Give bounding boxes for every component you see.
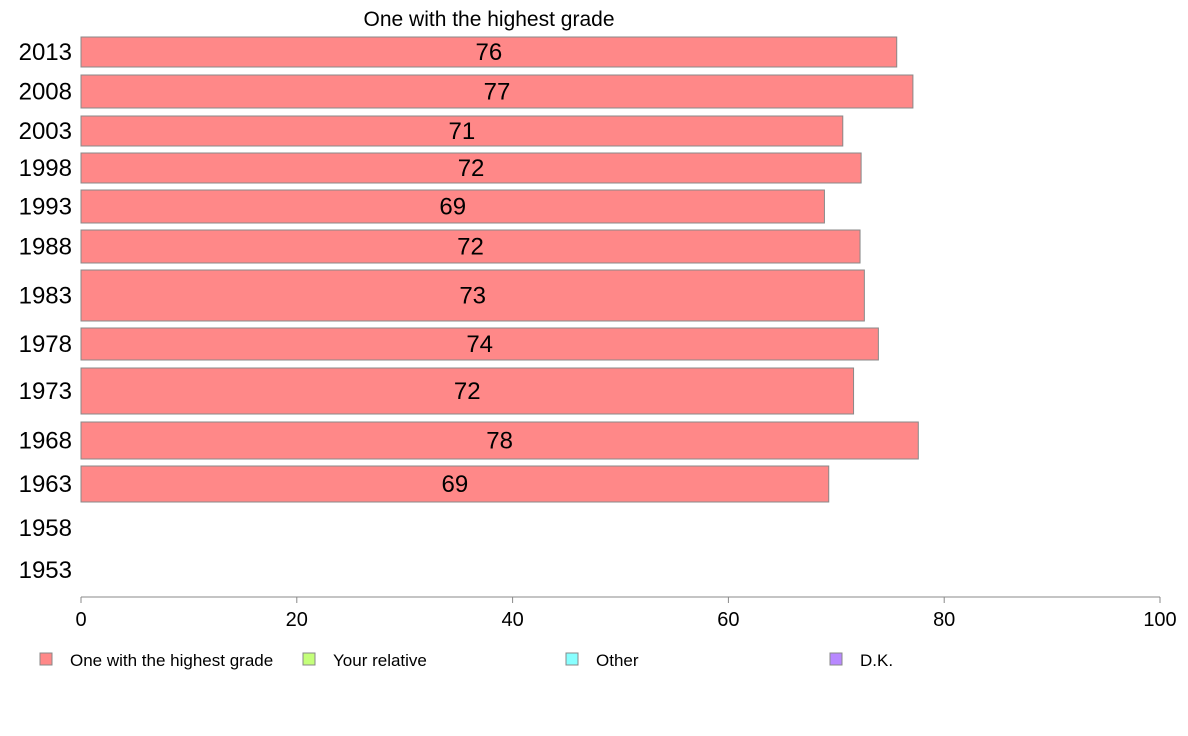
y-tick-label: 1973 (19, 378, 72, 405)
legend-label: Your relative (333, 651, 427, 670)
bar-value-label: 69 (442, 471, 469, 498)
bar (80, 327, 879, 361)
y-tick-label: 1958 (19, 515, 72, 542)
bar (80, 229, 861, 264)
y-tick-label: 1993 (19, 194, 72, 221)
bar (80, 152, 862, 184)
y-tick-label: 2008 (19, 79, 72, 106)
bar-value-label: 71 (449, 118, 476, 145)
y-tick-label: 1978 (19, 331, 72, 358)
legend-swatch (829, 652, 843, 666)
y-tick-label: 1953 (19, 557, 72, 584)
bars-group: 2013 76 2008 77 2003 71 1998 72 1993 69 1988 72 1983… (19, 36, 919, 584)
y-tick-label: 1983 (19, 283, 72, 310)
x-tick-label: 60 (717, 609, 739, 631)
bar (80, 269, 865, 322)
bar-value-label: 73 (459, 283, 486, 310)
bar (80, 367, 855, 415)
bar-value-label: 72 (454, 378, 481, 405)
bar-value-label: 77 (484, 79, 511, 106)
legend-swatch (565, 652, 579, 666)
x-axis: 0 20 40 60 80 100 (75, 596, 1177, 631)
legend-label: D.K. (860, 651, 893, 670)
bar-value-label: 74 (466, 331, 493, 358)
y-tick-label: 1988 (19, 234, 72, 261)
x-tick-label: 0 (75, 609, 86, 631)
legend-label: One with the highest grade (70, 651, 273, 670)
bar (80, 74, 914, 109)
chart-title: One with the highest grade (364, 8, 615, 31)
y-tick-label: 2013 (19, 39, 72, 66)
y-tick-label: 1963 (19, 471, 72, 498)
bar-value-label: 72 (457, 234, 484, 261)
legend: One with the highest grade Your relative O… (39, 651, 893, 670)
x-tick-label: 40 (501, 609, 523, 631)
bar (80, 36, 898, 68)
x-tick-label: 20 (286, 609, 308, 631)
x-tick-label: 100 (1143, 609, 1176, 631)
legend-label: Other (596, 651, 639, 670)
legend-swatch (302, 652, 316, 666)
y-tick-label: 1998 (19, 155, 72, 182)
y-tick-label: 1968 (19, 428, 72, 455)
y-tick-label: 2003 (19, 118, 72, 145)
bar (80, 465, 830, 503)
bar (80, 189, 825, 224)
bar (80, 421, 919, 460)
x-tick-label: 80 (933, 609, 955, 631)
bar-value-label: 76 (476, 39, 503, 66)
bar (80, 115, 844, 147)
legend-swatch (39, 652, 53, 666)
bar-value-label: 69 (439, 194, 466, 221)
bar-value-label: 78 (486, 428, 513, 455)
bar-value-label: 72 (458, 155, 485, 182)
